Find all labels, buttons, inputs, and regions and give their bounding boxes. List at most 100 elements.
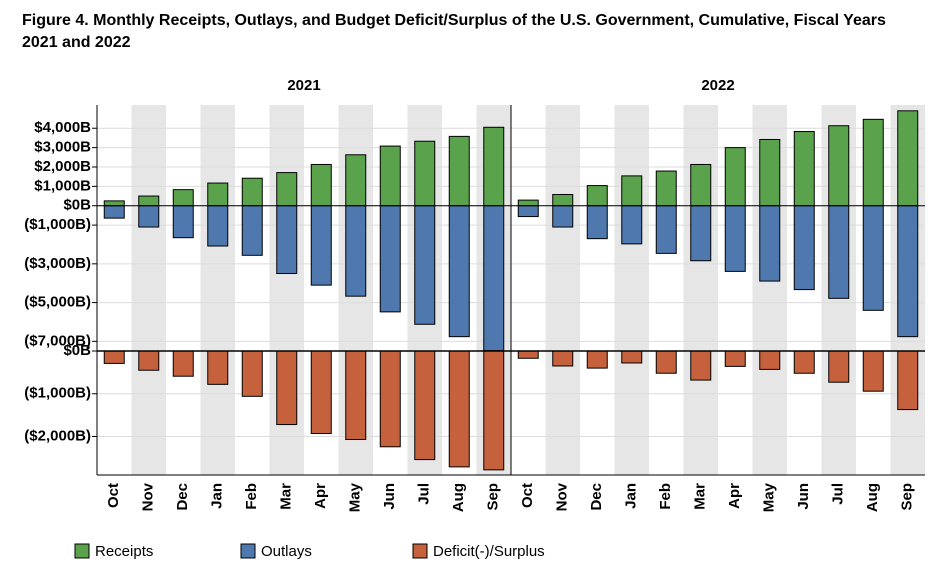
bar [276,205,298,275]
bar [172,350,194,377]
bar [345,154,367,207]
bar [379,205,401,313]
bar [207,182,229,207]
panel-title: 2022 [701,77,734,94]
legend-swatch [240,543,256,559]
bar [241,205,263,256]
bar [414,350,436,461]
bar [724,147,746,207]
bar [379,350,401,448]
x-tick-label: Mar [692,483,709,510]
bar [897,110,919,207]
x-tick-label: Feb [243,483,260,510]
bar [103,350,125,364]
bar [310,350,332,435]
x-tick-label: May [347,482,364,512]
bar [586,185,608,207]
legend-swatch [412,543,428,559]
legend-label: Receipts [95,543,153,560]
x-tick-label: Aug [450,483,467,512]
bar [552,205,574,228]
bar [759,138,781,207]
bar [828,125,850,207]
band-shade [200,105,235,475]
bar [379,145,401,207]
x-tick-label: Jan [623,483,640,509]
bar [828,350,850,383]
y-tick-label: $0B [63,197,91,214]
y-tick-label: ($5,000B) [24,294,91,311]
chart-title: Figure 4. Monthly Receipts, Outlays, and… [22,12,886,51]
bar [448,135,470,207]
y-tick-label: $2,000B [34,158,91,175]
legend-label: Outlays [261,543,312,560]
legend-label: Deficit(-)/Surplus [433,543,545,560]
bar [759,205,781,282]
x-tick-label: Nov [554,482,571,511]
bar [207,205,229,247]
bar [793,205,815,291]
bar [724,205,746,272]
bar [414,140,436,207]
bar [517,205,539,218]
x-tick-label: Sep [899,483,916,511]
bar [586,205,608,240]
x-tick-label: Nov [140,482,157,511]
bar [552,193,574,207]
bar [310,205,332,286]
bar [517,350,539,359]
bar [483,350,505,471]
bar [207,350,229,385]
bar [103,205,125,219]
x-tick-label: Feb [657,483,674,510]
y-tick-label: ($1,000B) [24,385,91,402]
bar [103,200,125,207]
band-shade [614,105,649,475]
bar [172,189,194,207]
x-tick-label: Jul [830,483,847,505]
y-tick-label: $4,000B [34,119,91,136]
bar [310,163,332,207]
bar [655,170,677,207]
y-tick-label: ($3,000B) [24,255,91,272]
x-tick-label: Jan [209,483,226,509]
bar [483,205,505,352]
bar [172,205,194,239]
y-tick-label: $1,000B [34,177,91,194]
bar [793,131,815,207]
bar [621,175,643,207]
bar [690,350,712,381]
bar [517,199,539,207]
bar [724,350,746,367]
legend-swatch [74,543,90,559]
bar [690,205,712,262]
y-tick-label: $3,000B [34,139,91,156]
x-tick-label: Oct [519,483,536,508]
bar [690,163,712,207]
bar [759,350,781,370]
bar [655,350,677,374]
bar [138,195,160,207]
x-tick-label: May [761,482,778,512]
x-tick-label: Mar [278,483,295,510]
bar [621,350,643,364]
bar [414,205,436,325]
x-tick-label: Apr [726,483,743,509]
x-tick-label: Dec [174,483,191,511]
bar [655,205,677,254]
x-tick-label: Jun [795,483,812,510]
bar [276,172,298,207]
bar [138,350,160,371]
bar [241,177,263,207]
bar [483,126,505,207]
y-tick-label: $0B [63,342,91,359]
y-tick-label: ($2,000B) [24,427,91,444]
band-shade [131,105,166,475]
x-tick-label: Oct [105,483,122,508]
x-tick-label: Jun [381,483,398,510]
x-tick-label: Dec [588,483,605,511]
bar [345,205,367,297]
bar [586,350,608,369]
bar [345,350,367,441]
